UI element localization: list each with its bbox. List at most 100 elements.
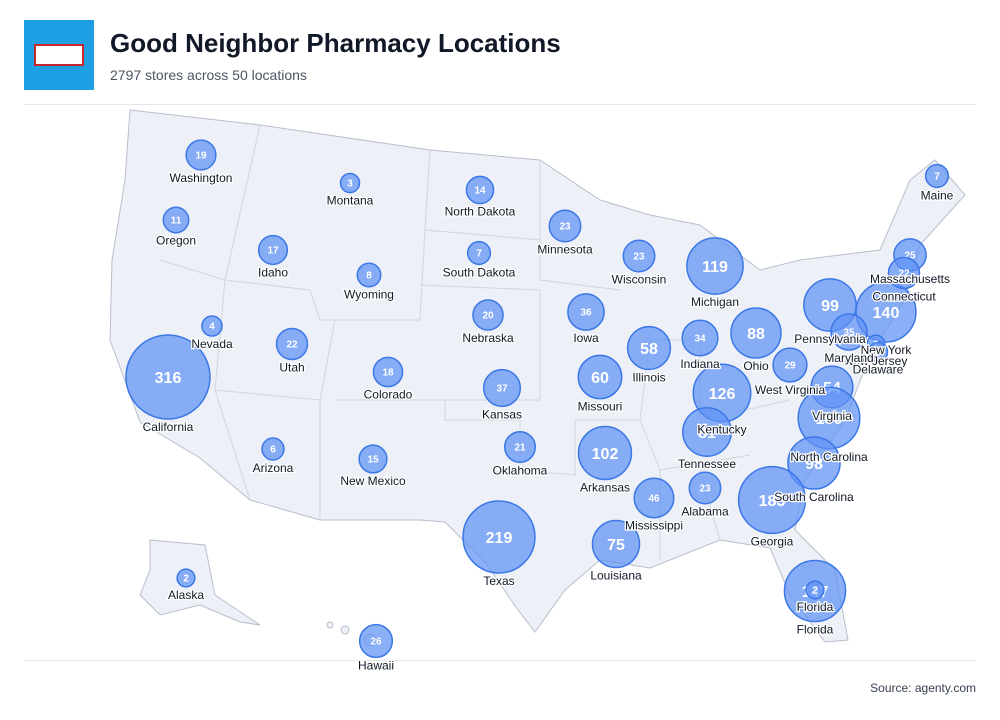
- state-label: New Mexico: [340, 474, 406, 488]
- state-label: Maryland: [824, 351, 873, 365]
- bubble-count: 29: [784, 361, 796, 372]
- location-bubble: [372, 356, 404, 388]
- location-bubble: [503, 430, 537, 464]
- state-label: Florida: [797, 623, 834, 637]
- labels: Washington Montana North Dakota Oregon Idaho…: [141, 170, 955, 674]
- bubble-count: 2: [183, 574, 189, 585]
- bubble-count: 19: [195, 151, 207, 162]
- bubble-count: 26: [370, 637, 382, 648]
- bubble-count: 60: [591, 370, 609, 387]
- state-label: Utah: [279, 360, 304, 374]
- state-label: Hawaii: [358, 658, 394, 672]
- bubble-count: 98: [805, 456, 823, 473]
- bubble-count: 3: [875, 348, 881, 359]
- location-bubble: [176, 568, 196, 588]
- location-bubble: [358, 623, 394, 659]
- location-bubble: [887, 256, 921, 290]
- location-bubble: [462, 500, 536, 574]
- location-bubble: [185, 139, 217, 171]
- bubble-count: 34: [694, 334, 706, 345]
- bubble-count: 15: [367, 455, 379, 466]
- bubble-count: 23: [633, 252, 645, 263]
- subtitle: 2797 stores across 50 locations: [110, 67, 307, 83]
- bubble-count: 4: [209, 322, 215, 333]
- location-bubble: [275, 327, 309, 361]
- location-bubble: [201, 315, 223, 337]
- bubble-count: 102: [592, 446, 619, 463]
- state-label: Wisconsin: [612, 273, 667, 287]
- location-bubble: [867, 341, 889, 363]
- bubble-count: 20: [482, 311, 494, 322]
- bubble-count: 22: [898, 269, 910, 280]
- location-bubble: [577, 354, 623, 400]
- bubble-count: 25: [904, 251, 916, 262]
- location-bubble: [855, 281, 917, 343]
- state-label: Oregon: [156, 234, 196, 248]
- state-label: Colorado: [364, 388, 413, 402]
- state-label: New York: [861, 343, 913, 357]
- location-bubble: [737, 465, 807, 535]
- bubble-count: 37: [496, 384, 508, 395]
- bubble-count: 99: [821, 298, 839, 315]
- location-bubble: [686, 237, 744, 295]
- bubble-count: 23: [559, 222, 571, 233]
- location-bubble: [924, 163, 950, 189]
- state-label: Connecticut: [872, 289, 936, 303]
- location-bubble: [358, 444, 388, 474]
- state-label: South Dakota: [443, 265, 516, 279]
- state-label: Massachusetts: [870, 272, 950, 286]
- state-label: Michigan: [691, 295, 739, 309]
- location-bubble: [577, 425, 633, 481]
- state-label: Wyoming: [344, 288, 394, 302]
- state-label: Pennsylvania: [794, 332, 866, 346]
- state-label: Tennessee: [678, 457, 736, 471]
- state-label: Delaware: [853, 363, 904, 377]
- bubble-count: 22: [286, 340, 298, 351]
- location-bubble: [356, 262, 382, 288]
- state-label: Minnesota: [537, 243, 593, 257]
- state-label: Texas: [483, 574, 514, 588]
- location-bubble: [466, 240, 492, 266]
- location-bubble: [622, 239, 656, 273]
- bubble-count: 119: [702, 259, 728, 276]
- bubble-count: 11: [171, 216, 182, 227]
- bubble-count: 8: [366, 271, 372, 282]
- location-bubble: [633, 477, 675, 519]
- bubble-count: 17: [267, 246, 279, 257]
- state-label: Iowa: [573, 331, 599, 345]
- title: Good Neighbor Pharmacy Locations: [110, 28, 561, 58]
- state-label: Virginia: [812, 409, 852, 423]
- state-label: North Carolina: [790, 450, 868, 464]
- bubble-count: 126: [709, 386, 736, 403]
- state-label: Alabama: [681, 505, 729, 519]
- state-label: West Virginia: [755, 383, 826, 397]
- bubble-count: 23: [699, 484, 711, 495]
- bubble-count: 35: [843, 328, 855, 339]
- state-label: Ohio: [743, 359, 769, 373]
- bubble-count: 88: [747, 326, 765, 343]
- bubble-count: 36: [580, 308, 592, 319]
- state-label: Arizona: [253, 461, 294, 475]
- bubble-count: 58: [640, 341, 658, 358]
- location-bubble: [730, 307, 782, 359]
- bubble-count: 150: [816, 411, 843, 428]
- logo: [24, 20, 94, 90]
- bubble-count: 219: [486, 530, 513, 547]
- location-bubble: [688, 471, 722, 505]
- state-label: Kentucky: [697, 423, 746, 437]
- bubble-count: 316: [155, 370, 182, 387]
- state-label: Oklahoma: [493, 463, 548, 477]
- bubble-count: 46: [648, 494, 660, 505]
- location-bubble: [626, 325, 672, 371]
- state-label: Mississippi: [625, 519, 683, 533]
- bubble-count: 140: [873, 305, 900, 322]
- bubble-count: 7: [476, 249, 482, 260]
- bubble-count: 6: [270, 445, 276, 456]
- divider: [24, 104, 976, 105]
- state-label: Idaho: [258, 265, 288, 279]
- location-bubble: [682, 407, 732, 457]
- state-label: Alaska: [168, 588, 204, 602]
- bubble-count: 7: [934, 172, 940, 183]
- state-label: South Carolina: [774, 490, 854, 504]
